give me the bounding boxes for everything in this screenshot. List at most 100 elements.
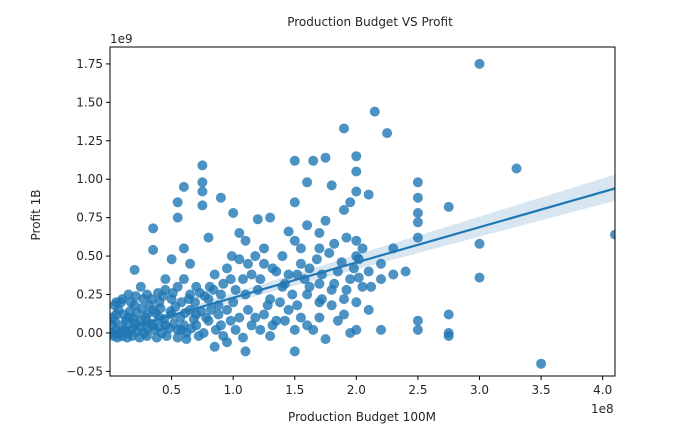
data-point [295, 312, 306, 323]
data-point [140, 312, 151, 323]
data-point [186, 323, 197, 334]
data-point [289, 197, 300, 208]
data-point [135, 281, 146, 292]
data-point [353, 272, 364, 283]
data-point [110, 315, 120, 326]
data-point [357, 243, 368, 254]
data-point [351, 297, 362, 308]
data-point [142, 331, 152, 341]
data-point [351, 186, 362, 197]
data-point [209, 341, 220, 352]
x-tick-label: 0.5 [162, 383, 181, 397]
data-point [357, 281, 368, 292]
data-point [169, 318, 179, 329]
data-point [412, 232, 423, 243]
data-point [289, 235, 300, 246]
data-point [138, 294, 149, 305]
data-point [304, 263, 315, 274]
data-point [443, 309, 454, 320]
data-point [363, 189, 374, 200]
data-point [230, 284, 241, 295]
data-point [369, 106, 380, 117]
data-point [345, 328, 356, 338]
data-point [610, 229, 615, 240]
data-point [474, 272, 485, 283]
data-point [197, 186, 208, 197]
data-point [225, 274, 236, 285]
data-point [443, 201, 454, 212]
data-point [250, 251, 261, 262]
data-point [234, 312, 245, 323]
data-point [295, 258, 306, 269]
plot-frame [109, 46, 616, 377]
y-tick-label: 1.75 [76, 57, 103, 71]
data-point [314, 312, 325, 323]
data-point [412, 324, 423, 335]
plot-contents [110, 58, 615, 369]
data-point [339, 294, 349, 305]
data-point [279, 315, 290, 326]
data-point [178, 243, 189, 254]
data-point [304, 281, 315, 292]
data-point [228, 297, 239, 308]
data-point [332, 315, 343, 326]
data-point [283, 269, 294, 280]
data-point [341, 232, 352, 243]
data-point [259, 309, 269, 320]
data-point [222, 263, 232, 274]
data-point [302, 220, 313, 231]
y-tick-label: 0.00 [76, 326, 103, 340]
data-point [474, 238, 485, 249]
data-point [213, 309, 224, 320]
data-point [302, 177, 313, 188]
plot-area: −0.25 0.00 0.25 0.50 0.75 1.00 1.25 1.50 1.75 0.5… [66, 46, 616, 397]
x-offset-label: 1e8 [591, 402, 614, 416]
y-tick-label: −0.25 [66, 364, 103, 378]
data-point [382, 128, 393, 139]
data-point [190, 297, 200, 308]
data-point [336, 257, 347, 268]
x-axis-title: Production Budget 100M [288, 410, 436, 424]
data-point [339, 309, 349, 320]
data-point [222, 304, 232, 315]
data-point [243, 258, 253, 269]
data-point [228, 208, 239, 218]
data-point [255, 274, 266, 285]
data-point [348, 263, 359, 274]
data-point [225, 315, 236, 326]
data-point [155, 303, 166, 314]
data-point [474, 58, 485, 69]
data-point [287, 289, 298, 300]
y-tick-label: 1.25 [76, 134, 103, 148]
data-point [289, 155, 300, 166]
data-point [178, 274, 189, 285]
y-offset-label: 1e9 [110, 32, 133, 46]
data-point [243, 304, 253, 315]
data-point [412, 315, 423, 326]
data-point [339, 205, 349, 215]
data-point [246, 320, 257, 331]
data-point [185, 258, 196, 269]
data-point [265, 212, 276, 223]
data-point [230, 324, 241, 335]
data-point [366, 281, 377, 292]
data-point [292, 269, 303, 280]
data-point [234, 228, 245, 238]
data-point [376, 258, 386, 269]
data-point [314, 228, 325, 238]
data-point [324, 248, 335, 258]
data-point [172, 332, 183, 343]
data-point [160, 274, 171, 285]
data-point [148, 244, 159, 255]
data-point [259, 243, 269, 254]
data-point [351, 166, 362, 177]
data-point [240, 235, 251, 246]
data-point [345, 274, 356, 285]
x-tick-label: 3.5 [532, 383, 551, 397]
data-point [218, 331, 229, 341]
data-point [412, 217, 423, 228]
x-tick-label: 4.0 [593, 383, 612, 397]
data-point [295, 243, 306, 254]
data-point [238, 332, 248, 343]
data-point [376, 274, 386, 285]
